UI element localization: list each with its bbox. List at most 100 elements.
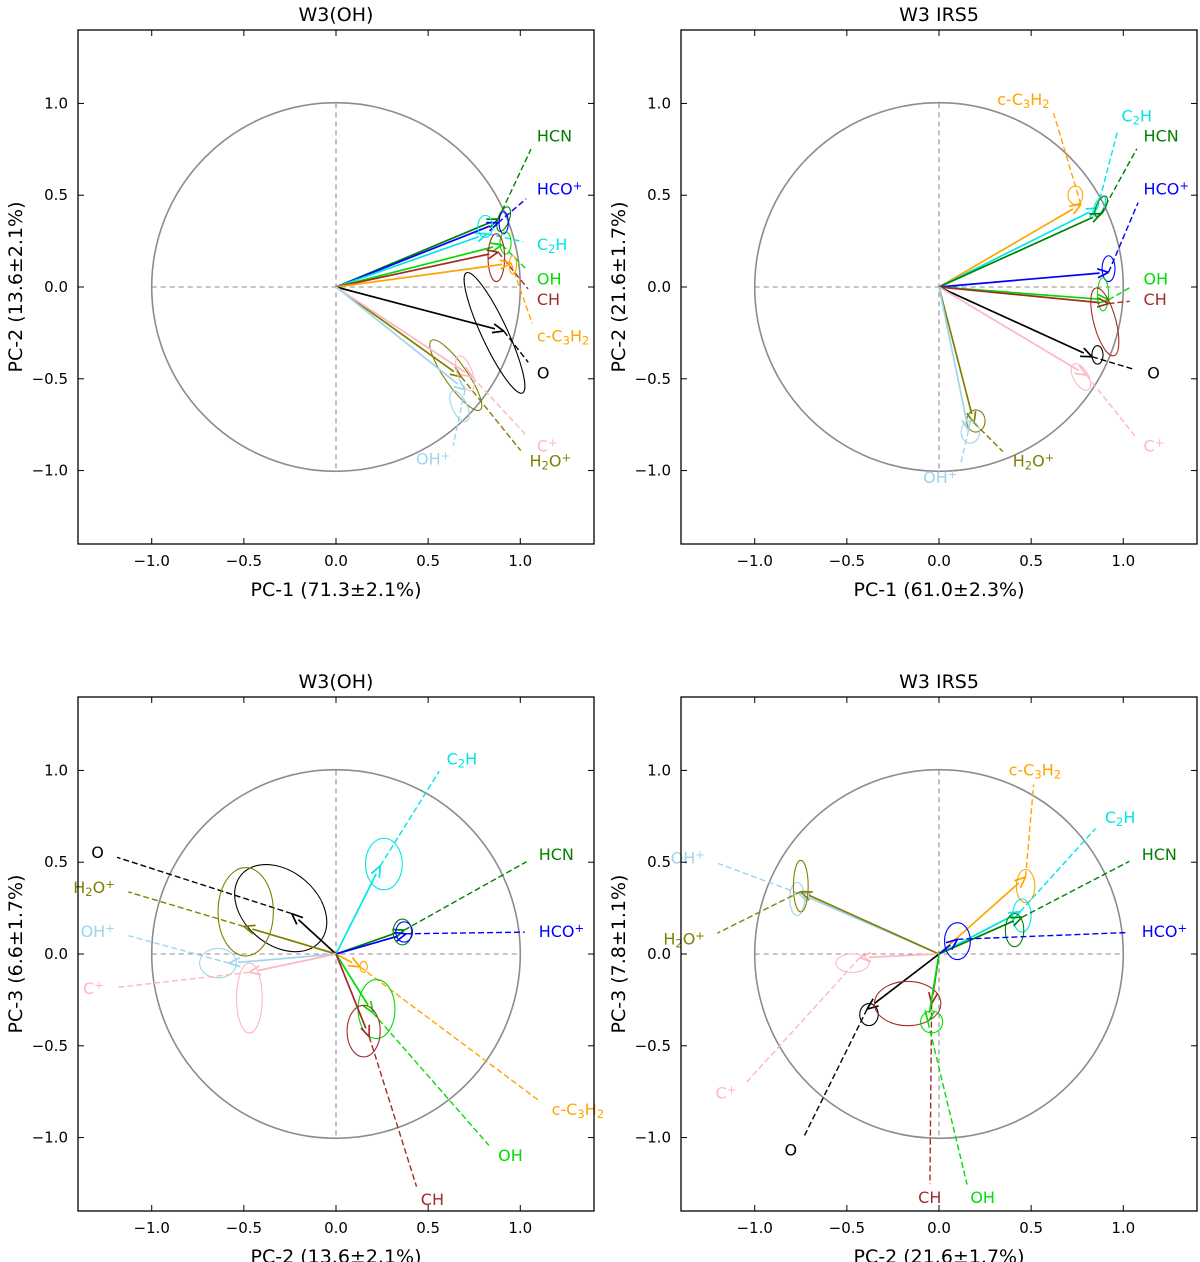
loading-c-c3h2 bbox=[335, 953, 541, 1103]
loading-arrowhead-hco-plus bbox=[945, 938, 959, 951]
leader-line-h2o-plus bbox=[973, 422, 1004, 453]
series-label-oh: OH bbox=[1144, 270, 1169, 289]
x-tick-label: 0.0 bbox=[927, 552, 951, 570]
loading-o bbox=[938, 286, 1135, 370]
loading-h2o-plus bbox=[938, 286, 1004, 453]
x-tick-label: −0.5 bbox=[226, 552, 262, 570]
series-label-hcn: HCN bbox=[1144, 126, 1179, 145]
loading-arrow-c2h bbox=[335, 235, 479, 288]
x-tick-label: 0.0 bbox=[324, 552, 348, 570]
panel-4: c-C3H2 C2H HCN HCO+ OH+ H2O+ C+ O CH OH −1.0 −1.0 −0… bbox=[608, 671, 1198, 1262]
chart-title: W3(OH) bbox=[299, 671, 374, 693]
loading-arrow-c-plus bbox=[938, 286, 1080, 372]
loading-arrow-h2o-plus bbox=[335, 286, 455, 373]
loading-arrow-oh-plus bbox=[238, 953, 337, 964]
loading-arrowhead-ch bbox=[360, 1024, 371, 1038]
leader-line-oh bbox=[372, 1012, 490, 1146]
x-tick-label: −0.5 bbox=[829, 1219, 865, 1237]
uncertainty-ellipse-hco-plus bbox=[1101, 255, 1116, 283]
uncertainty-ellipse-c-c3h2 bbox=[508, 255, 518, 275]
series-label-c2h: C2H bbox=[447, 749, 478, 770]
leader-line-h2o-plus bbox=[128, 891, 245, 928]
x-tick-label: −0.5 bbox=[226, 1219, 262, 1237]
plot-area bbox=[335, 148, 533, 451]
series-label-c-c3h2: c-C3H2 bbox=[537, 327, 589, 348]
uncertainty-ellipse-hcn bbox=[1094, 195, 1108, 217]
x-tick-label: −1.0 bbox=[736, 552, 772, 570]
uncertainty-ellipse-hcn bbox=[1004, 913, 1025, 948]
loading-arrowhead-oh bbox=[362, 1000, 374, 1014]
loading-o bbox=[116, 856, 337, 955]
uncertainty-ellipse-c2h bbox=[477, 214, 494, 239]
loading-c2h bbox=[335, 770, 440, 955]
loading-ch bbox=[335, 953, 418, 1187]
loading-oh-plus bbox=[128, 934, 337, 979]
loading-oh bbox=[335, 953, 490, 1146]
y-tick-label: 0.0 bbox=[44, 278, 68, 296]
leader-line-o bbox=[116, 856, 292, 915]
leader-line-oh-plus bbox=[717, 862, 800, 895]
series-label-hco-plus: HCO+ bbox=[1142, 921, 1187, 941]
loading-arrowhead-hco-plus bbox=[1096, 267, 1109, 279]
y-tick-label: 0.5 bbox=[44, 853, 68, 871]
plot-area bbox=[938, 112, 1139, 465]
loading-hcn bbox=[938, 148, 1138, 288]
y-tick-label: 1.0 bbox=[44, 761, 68, 779]
loading-arrowhead-oh bbox=[924, 1010, 935, 1023]
series-label-o: O bbox=[1147, 363, 1160, 382]
uncertainty-ellipse-oh-plus bbox=[199, 947, 238, 979]
loading-arrow-ch bbox=[335, 953, 367, 1029]
y-tick-label: 0.5 bbox=[44, 186, 68, 204]
y-tick-label: 0.0 bbox=[44, 945, 68, 963]
uncertainty-ellipse-h2o-plus bbox=[792, 859, 809, 913]
series-label-hco-plus: HCO+ bbox=[1144, 179, 1189, 199]
x-tick-label: 1.0 bbox=[508, 552, 532, 570]
uncertainty-ellipse-ch bbox=[346, 1004, 381, 1058]
series-label-c-c3h2: c-C3H2 bbox=[1009, 760, 1061, 781]
leader-line-oh-plus bbox=[959, 430, 970, 465]
leader-line-hco-plus bbox=[957, 931, 1128, 941]
loading-oh-plus bbox=[938, 286, 981, 465]
loading-arrowhead-h2o-plus bbox=[800, 890, 813, 901]
uncertainty-ellipse-oh bbox=[1096, 277, 1110, 312]
leader-line-c-plus bbox=[117, 971, 250, 988]
leader-line-oh-plus bbox=[452, 389, 466, 447]
loading-arrowhead-c2h bbox=[370, 865, 382, 878]
loading-arrowhead-h2o-plus bbox=[243, 924, 256, 935]
leader-line-oh bbox=[927, 1021, 968, 1185]
series-label-ch: CH bbox=[421, 1190, 444, 1209]
loading-hco-plus bbox=[335, 921, 525, 955]
loading-oh-plus bbox=[335, 286, 470, 447]
x-tick-label: 0.5 bbox=[416, 1219, 440, 1237]
loading-c-c3h2 bbox=[938, 784, 1036, 955]
y-tick-label: −1.0 bbox=[32, 462, 68, 480]
series-label-h2o-plus: H2O+ bbox=[530, 451, 572, 473]
y-axis-label: PC-3 (7.8±1.1%) bbox=[608, 875, 630, 1034]
loading-o bbox=[335, 271, 529, 394]
panel-3: C2H HCN HCO+ O H2O+ OH+ C+ c-C3H2 OH CH −1.0 −1.0 −0… bbox=[5, 671, 604, 1262]
loading-c-c3h2 bbox=[335, 255, 533, 324]
y-tick-label: −0.5 bbox=[635, 370, 671, 388]
leader-line-hcn bbox=[403, 861, 527, 931]
leader-line-ch bbox=[1108, 300, 1130, 305]
series-label-c-c3h2: c-C3H2 bbox=[997, 90, 1049, 111]
uncertainty-ellipse-ch bbox=[487, 233, 506, 283]
leader-line-c2h bbox=[379, 770, 440, 867]
series-label-ch: CH bbox=[537, 290, 560, 309]
y-tick-label: 1.0 bbox=[647, 761, 671, 779]
loading-arrowhead-c-c3h2 bbox=[348, 957, 361, 968]
y-tick-label: −0.5 bbox=[32, 1037, 68, 1055]
loading-arrow-h2o-plus bbox=[808, 894, 940, 955]
x-axis-label: PC-2 (21.6±1.7%) bbox=[853, 1246, 1024, 1262]
loading-arrow-c2h bbox=[938, 211, 1090, 288]
series-label-c2h: C2H bbox=[537, 235, 568, 256]
loading-arrow-h2o-plus bbox=[938, 286, 973, 415]
loading-c-c3h2 bbox=[938, 112, 1084, 288]
loading-arrowhead-oh-plus bbox=[798, 892, 811, 903]
uncertainty-ellipse-c-plus bbox=[1070, 363, 1092, 391]
uncertainty-ellipse-h2o-plus bbox=[429, 339, 483, 411]
y-tick-label: −1.0 bbox=[635, 1129, 671, 1147]
y-tick-label: 0.0 bbox=[647, 945, 671, 963]
